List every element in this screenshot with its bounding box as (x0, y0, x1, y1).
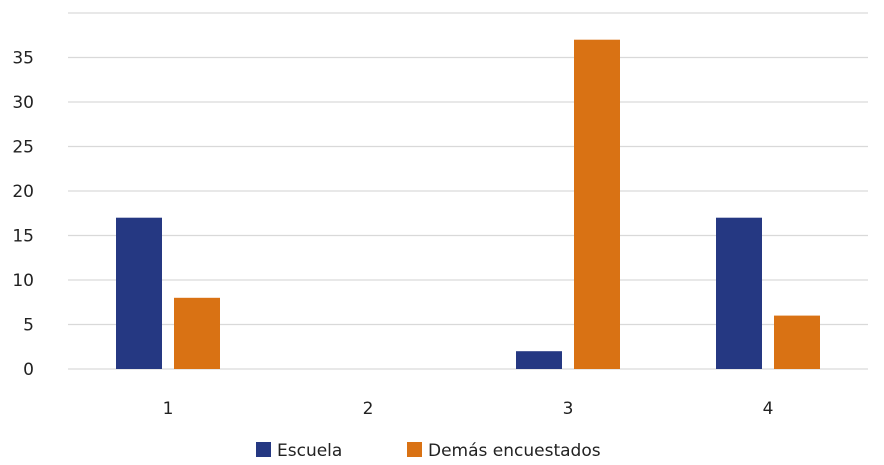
legend-swatch (407, 442, 422, 457)
bars (116, 39, 820, 369)
y-tick-label: 0 (23, 360, 34, 380)
legend-item: Escuela (256, 441, 342, 461)
bar-dem-s-encuestados-cat-4 (774, 315, 820, 369)
legend-label: Escuela (277, 441, 342, 461)
x-axis-ticks: 1 2 3 4 (163, 399, 774, 419)
bar-dem-s-encuestados-cat-3 (574, 39, 620, 369)
legend-item: Demás encuestados (407, 441, 601, 461)
y-tick-label: 25 (12, 138, 34, 158)
x-tick-label: 4 (763, 399, 774, 419)
y-tick-label: 30 (12, 93, 34, 113)
y-tick-label: 20 (12, 182, 34, 202)
legend: Escuela Demás encuestados (256, 441, 601, 461)
y-tick-label: 15 (12, 227, 34, 247)
y-axis-ticks: 0 5 10 15 20 25 30 35 (12, 49, 34, 381)
legend-swatch (256, 442, 271, 457)
bar-escuela-cat-3 (516, 351, 562, 369)
x-tick-label: 1 (163, 399, 174, 419)
y-tick-label: 35 (12, 49, 34, 69)
x-tick-label: 2 (363, 399, 374, 419)
bar-escuela-cat-1 (116, 217, 162, 369)
bar-dem-s-encuestados-cat-1 (174, 297, 220, 369)
legend-label: Demás encuestados (428, 441, 601, 461)
y-tick-label: 10 (12, 271, 34, 291)
x-tick-label: 3 (563, 399, 574, 419)
bar-escuela-cat-4 (716, 217, 762, 369)
y-tick-label: 5 (23, 316, 34, 336)
